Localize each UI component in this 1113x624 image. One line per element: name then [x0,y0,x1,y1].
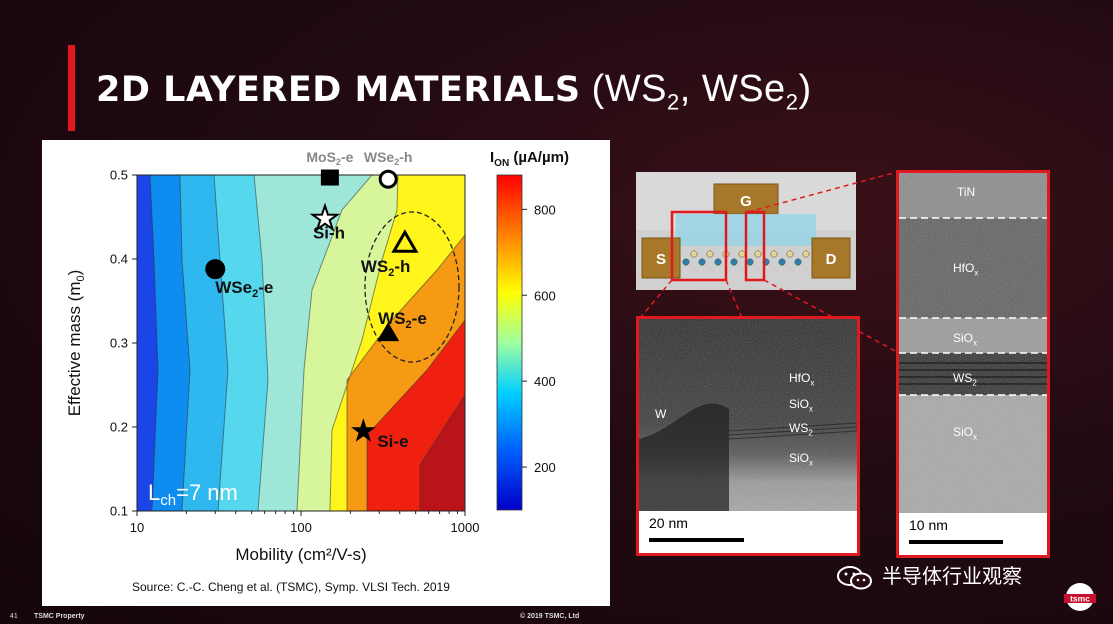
channel-length-annotation: Lch=7 nm [148,480,238,509]
marker-wse2-e [205,259,226,280]
gate-label: G [740,193,752,210]
watermark-text: 半导体行业观察 [882,564,1022,588]
marker-wse2-h [378,169,398,189]
ws2-region-ellipse [364,211,460,363]
marker-si-h [309,202,341,232]
y-axis-ticks: 0.1 0.2 0.3 0.4 0.5 [110,168,137,519]
molecule-atom [802,250,810,258]
drain-label: D [826,251,837,268]
tem-label-tin: TiN [957,185,976,199]
molecule-atom [682,258,690,266]
slide-title: 2D LAYERED MATERIALS (WS2, WSe2) [96,68,812,116]
tem-label-ws2: WS2 [789,421,813,438]
x-tick-label: 10 [130,520,144,535]
material-markers: Si-h WSe2-e WS2-h WS2-e Si-e [205,169,427,451]
molecule-atom [778,258,786,266]
marker-ws2-h [391,229,419,253]
molecule-atom [730,258,738,266]
y-tick-label: 0.4 [110,252,128,267]
molecule-atom [706,250,714,258]
marker-label-ws2-e: WS2-e [378,309,427,331]
source-citation: Source: C.-C. Cheng et al. (TSMC), Symp.… [132,580,450,594]
scale-bar-right [909,540,1003,544]
source-label: S [656,251,666,268]
chart-panel: 10 100 1000 0.1 0.2 0.3 0.4 0.5 Mobility (cm²/… [42,140,610,606]
y-tick-label: 0.3 [110,336,128,351]
marker-mos2-e [320,169,339,186]
tem-label-ws2: WS2 [953,371,977,388]
tem-image-right: TiN HfOx SiOx WS2 SiOx 10 nm [896,170,1050,558]
marker-ws2-e [377,322,400,342]
footer-copyright: © 2019 TSMC, Ltd [520,613,580,620]
tem-label-siox: SiOx [953,331,978,348]
molecule-atom [698,258,706,266]
tem-image-left: HfOx SiOx WS2 SiOx W 20 nm [636,316,860,556]
colorbar-ticks: 200 400 600 800 [522,202,556,475]
footer-property: TSMC Property [34,613,85,620]
y-axis-label: Effective mass (m0) [65,270,87,417]
x-tick-label: 1000 [451,520,480,535]
colorbar-tick-label: 400 [534,374,556,389]
contour-lines [149,175,465,511]
molecule-atom [794,258,802,266]
footer-page-number: 41 [10,613,18,620]
tem-label-hfox: HfOx [953,261,979,278]
y-tick-label: 0.1 [110,504,128,519]
wechat-watermark: 半导体行业观察 [836,560,1022,591]
tem-label-siox: SiOx [953,425,978,442]
scale-bar-left [649,538,744,542]
scale-box-right: 10 nm [899,513,1047,555]
marker-label-si-h: Si-h [313,224,345,243]
y-tick-label: 0.5 [110,168,128,183]
contour-bands [137,175,465,511]
schematic-drawing: G S D [636,172,856,290]
colorbar [496,174,523,511]
device-schematic: G S D [636,172,856,290]
molecule-atom [770,250,778,258]
x-tick-label: 100 [290,520,312,535]
scale-text-right: 10 nm [909,517,948,533]
tem-label-hfox: HfOx [789,371,815,388]
y-tick-label: 0.2 [110,420,128,435]
marker-si-e [351,418,376,442]
colorbar-label: ION (µA/µm) [490,149,569,169]
x-axis-ticks: 10 100 1000 [130,511,480,535]
tem-label-siox: SiOx [789,451,814,468]
mobility-mass-heatmap: 10 100 1000 0.1 0.2 0.3 0.4 0.5 Mobility (cm²/… [65,149,569,564]
title-accent-bar [68,45,75,131]
tem-label-siox: SiOx [789,397,814,414]
colorbar-tick-label: 200 [534,460,556,475]
x-axis-label: Mobility (cm²/V-s) [235,545,366,564]
svg-text:tsmc: tsmc [1070,594,1090,604]
tem-texture-right [899,173,1047,555]
marker-label-si-e: Si-e [377,432,408,451]
top-material-labels: MoS2-e WSe2-h [306,149,412,167]
molecule-atom [754,250,762,258]
top-label: MoS2-e [306,149,353,167]
ws2-molecule-chain [682,250,810,266]
tsmc-logo: tsmc [1064,583,1096,611]
scale-box-left: 20 nm [639,511,857,553]
top-label: WSe2-h [364,149,413,167]
marker-label-ws2-h: WS2-h [361,257,411,279]
title-formula: (WS2, WSe2) [591,68,812,115]
tem-label-w: W [655,407,667,421]
molecule-atom [786,250,794,258]
marker-label-wse2-e: WSe2-e [215,278,273,300]
title-main: 2D LAYERED MATERIALS [96,70,581,110]
colorbar-tick-label: 800 [534,202,556,217]
molecule-atom [714,258,722,266]
colorbar-tick-label: 600 [534,288,556,303]
wechat-icon [837,565,872,589]
scale-text-left: 20 nm [649,515,688,531]
molecule-atom [690,250,698,258]
